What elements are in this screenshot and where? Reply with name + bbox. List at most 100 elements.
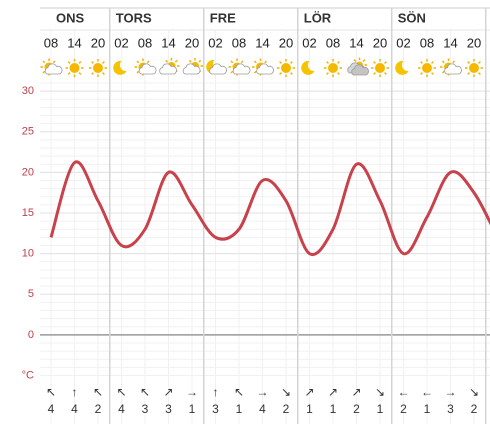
hour-label: 14 — [67, 35, 81, 50]
cloud — [44, 63, 63, 75]
sun-ray — [362, 59, 366, 62]
day-label: ONS — [56, 10, 85, 25]
weather-icon — [440, 58, 462, 76]
sun — [93, 63, 103, 73]
wind-arrow: ↘ — [375, 385, 385, 399]
wind-speed: 2 — [471, 402, 478, 416]
sun-ray — [420, 61, 423, 64]
wind-speed: 1 — [236, 402, 243, 416]
y-tick-label: 15 — [22, 207, 34, 219]
sun-ray — [91, 61, 94, 64]
hour-label: 20 — [467, 35, 481, 50]
sun — [281, 63, 291, 73]
hour-label: 08 — [420, 35, 434, 50]
wind-arrow: ↗ — [304, 385, 314, 399]
wind-speed: 3 — [142, 402, 149, 416]
weather-icon — [347, 57, 369, 76]
hour-label: 08 — [232, 35, 246, 50]
sun-ray — [373, 72, 376, 75]
weather-icon — [182, 58, 203, 75]
sun-ray — [102, 72, 105, 75]
sun-ray — [52, 60, 56, 64]
hour-label: 08 — [138, 35, 152, 50]
sun-ray — [240, 60, 244, 64]
sun-ray — [467, 72, 470, 75]
wind-arrow: ↖ — [116, 385, 126, 399]
day-label: SÖN — [398, 10, 426, 25]
sun-ray — [326, 61, 329, 64]
wind-speed: 1 — [189, 402, 196, 416]
wind-arrow: ↖ — [93, 385, 103, 399]
sun-ray — [230, 60, 234, 64]
hour-label: 20 — [373, 35, 387, 50]
sun-ray — [42, 60, 46, 64]
hour-label: 02 — [208, 35, 222, 50]
moon — [113, 60, 127, 75]
sun-ray — [467, 61, 470, 64]
y-tick-label: 25 — [22, 126, 34, 138]
wind-arrow: → — [445, 385, 457, 399]
weather-icon — [277, 59, 295, 77]
sun — [422, 63, 432, 73]
wind-speed: 3 — [212, 402, 219, 416]
cloud — [444, 63, 462, 75]
hour-label: 20 — [185, 35, 199, 50]
wind-arrow: ← — [421, 385, 433, 399]
sun-ray — [337, 61, 340, 64]
wind-speed: 2 — [95, 402, 102, 416]
wind-speed: 3 — [447, 402, 454, 416]
cloud — [138, 63, 157, 75]
day-label: LÖR — [304, 10, 332, 25]
moon — [301, 60, 315, 75]
day-label: TORS — [116, 10, 152, 25]
wind-speed: 1 — [424, 402, 431, 416]
wind-arrow: ↖ — [140, 385, 150, 399]
sun-ray — [384, 61, 387, 64]
wind-arrow: ↗ — [163, 385, 173, 399]
weather-icon — [252, 58, 274, 76]
temperature-line — [49, 160, 490, 257]
moon — [395, 60, 409, 75]
weather-icon — [206, 59, 227, 75]
weather-icon — [40, 58, 63, 76]
wind-speed: 1 — [377, 402, 384, 416]
sun-ray — [478, 61, 481, 64]
weather-icon — [159, 58, 180, 75]
cloud — [351, 64, 369, 76]
sun-ray — [174, 59, 178, 63]
sun-ray — [431, 61, 434, 64]
weather-icon — [465, 59, 483, 77]
sun-ray — [326, 72, 329, 75]
y-tick-label: 20 — [22, 166, 34, 178]
wind-speed: 4 — [118, 402, 125, 416]
y-tick-label: 30 — [22, 85, 34, 97]
weather-icon — [89, 59, 107, 77]
weather-icon — [228, 58, 251, 76]
cloud — [159, 63, 177, 75]
sun-ray — [337, 72, 340, 75]
hour-label: 14 — [443, 35, 457, 50]
hour-label: 08 — [326, 35, 340, 50]
sun-ray — [253, 70, 257, 74]
sun-ray — [91, 72, 94, 75]
cloud — [256, 63, 274, 75]
weather-icon — [418, 59, 436, 77]
weather-icon — [395, 60, 409, 75]
weather-icon — [324, 59, 342, 77]
sun-ray — [78, 61, 82, 64]
wind-arrow: ↑ — [213, 385, 219, 399]
wind-arrow: ↘ — [281, 385, 291, 399]
hour-label: 20 — [279, 35, 293, 50]
sun-ray — [42, 70, 46, 74]
sun-ray — [353, 59, 357, 62]
wind-arrow: ↘ — [469, 385, 479, 399]
sun-ray — [253, 60, 257, 64]
sun — [69, 63, 80, 73]
wind-speed: 4 — [71, 402, 78, 416]
sun-ray — [188, 59, 192, 63]
wind-speed: 1 — [306, 402, 313, 416]
sun-ray — [198, 59, 202, 63]
sun — [328, 63, 338, 73]
weather-icon — [371, 59, 389, 77]
